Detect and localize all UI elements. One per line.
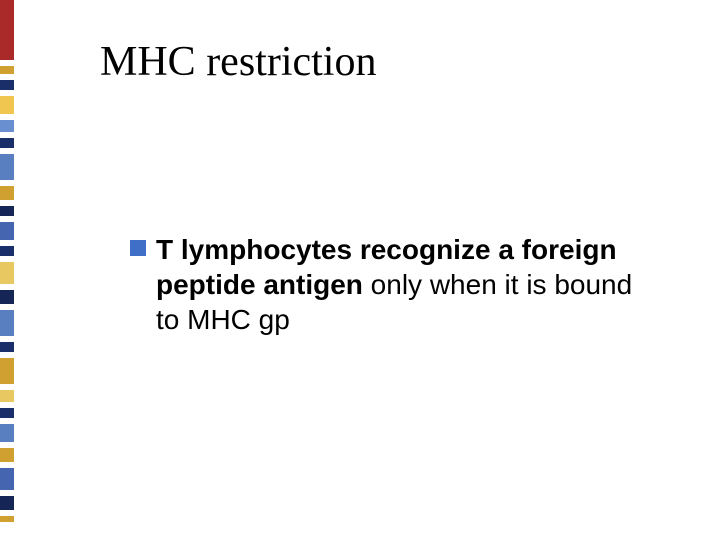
square-bullet-icon (130, 240, 146, 256)
slide-content: MHC restriction T lymphocytes recognize … (0, 0, 720, 540)
slide-body: T lymphocytes recognize a foreign peptid… (130, 232, 660, 337)
bullet-text: T lymphocytes recognize a foreign peptid… (156, 232, 660, 337)
bullet-item: T lymphocytes recognize a foreign peptid… (130, 232, 660, 337)
slide-title: MHC restriction (100, 38, 376, 86)
